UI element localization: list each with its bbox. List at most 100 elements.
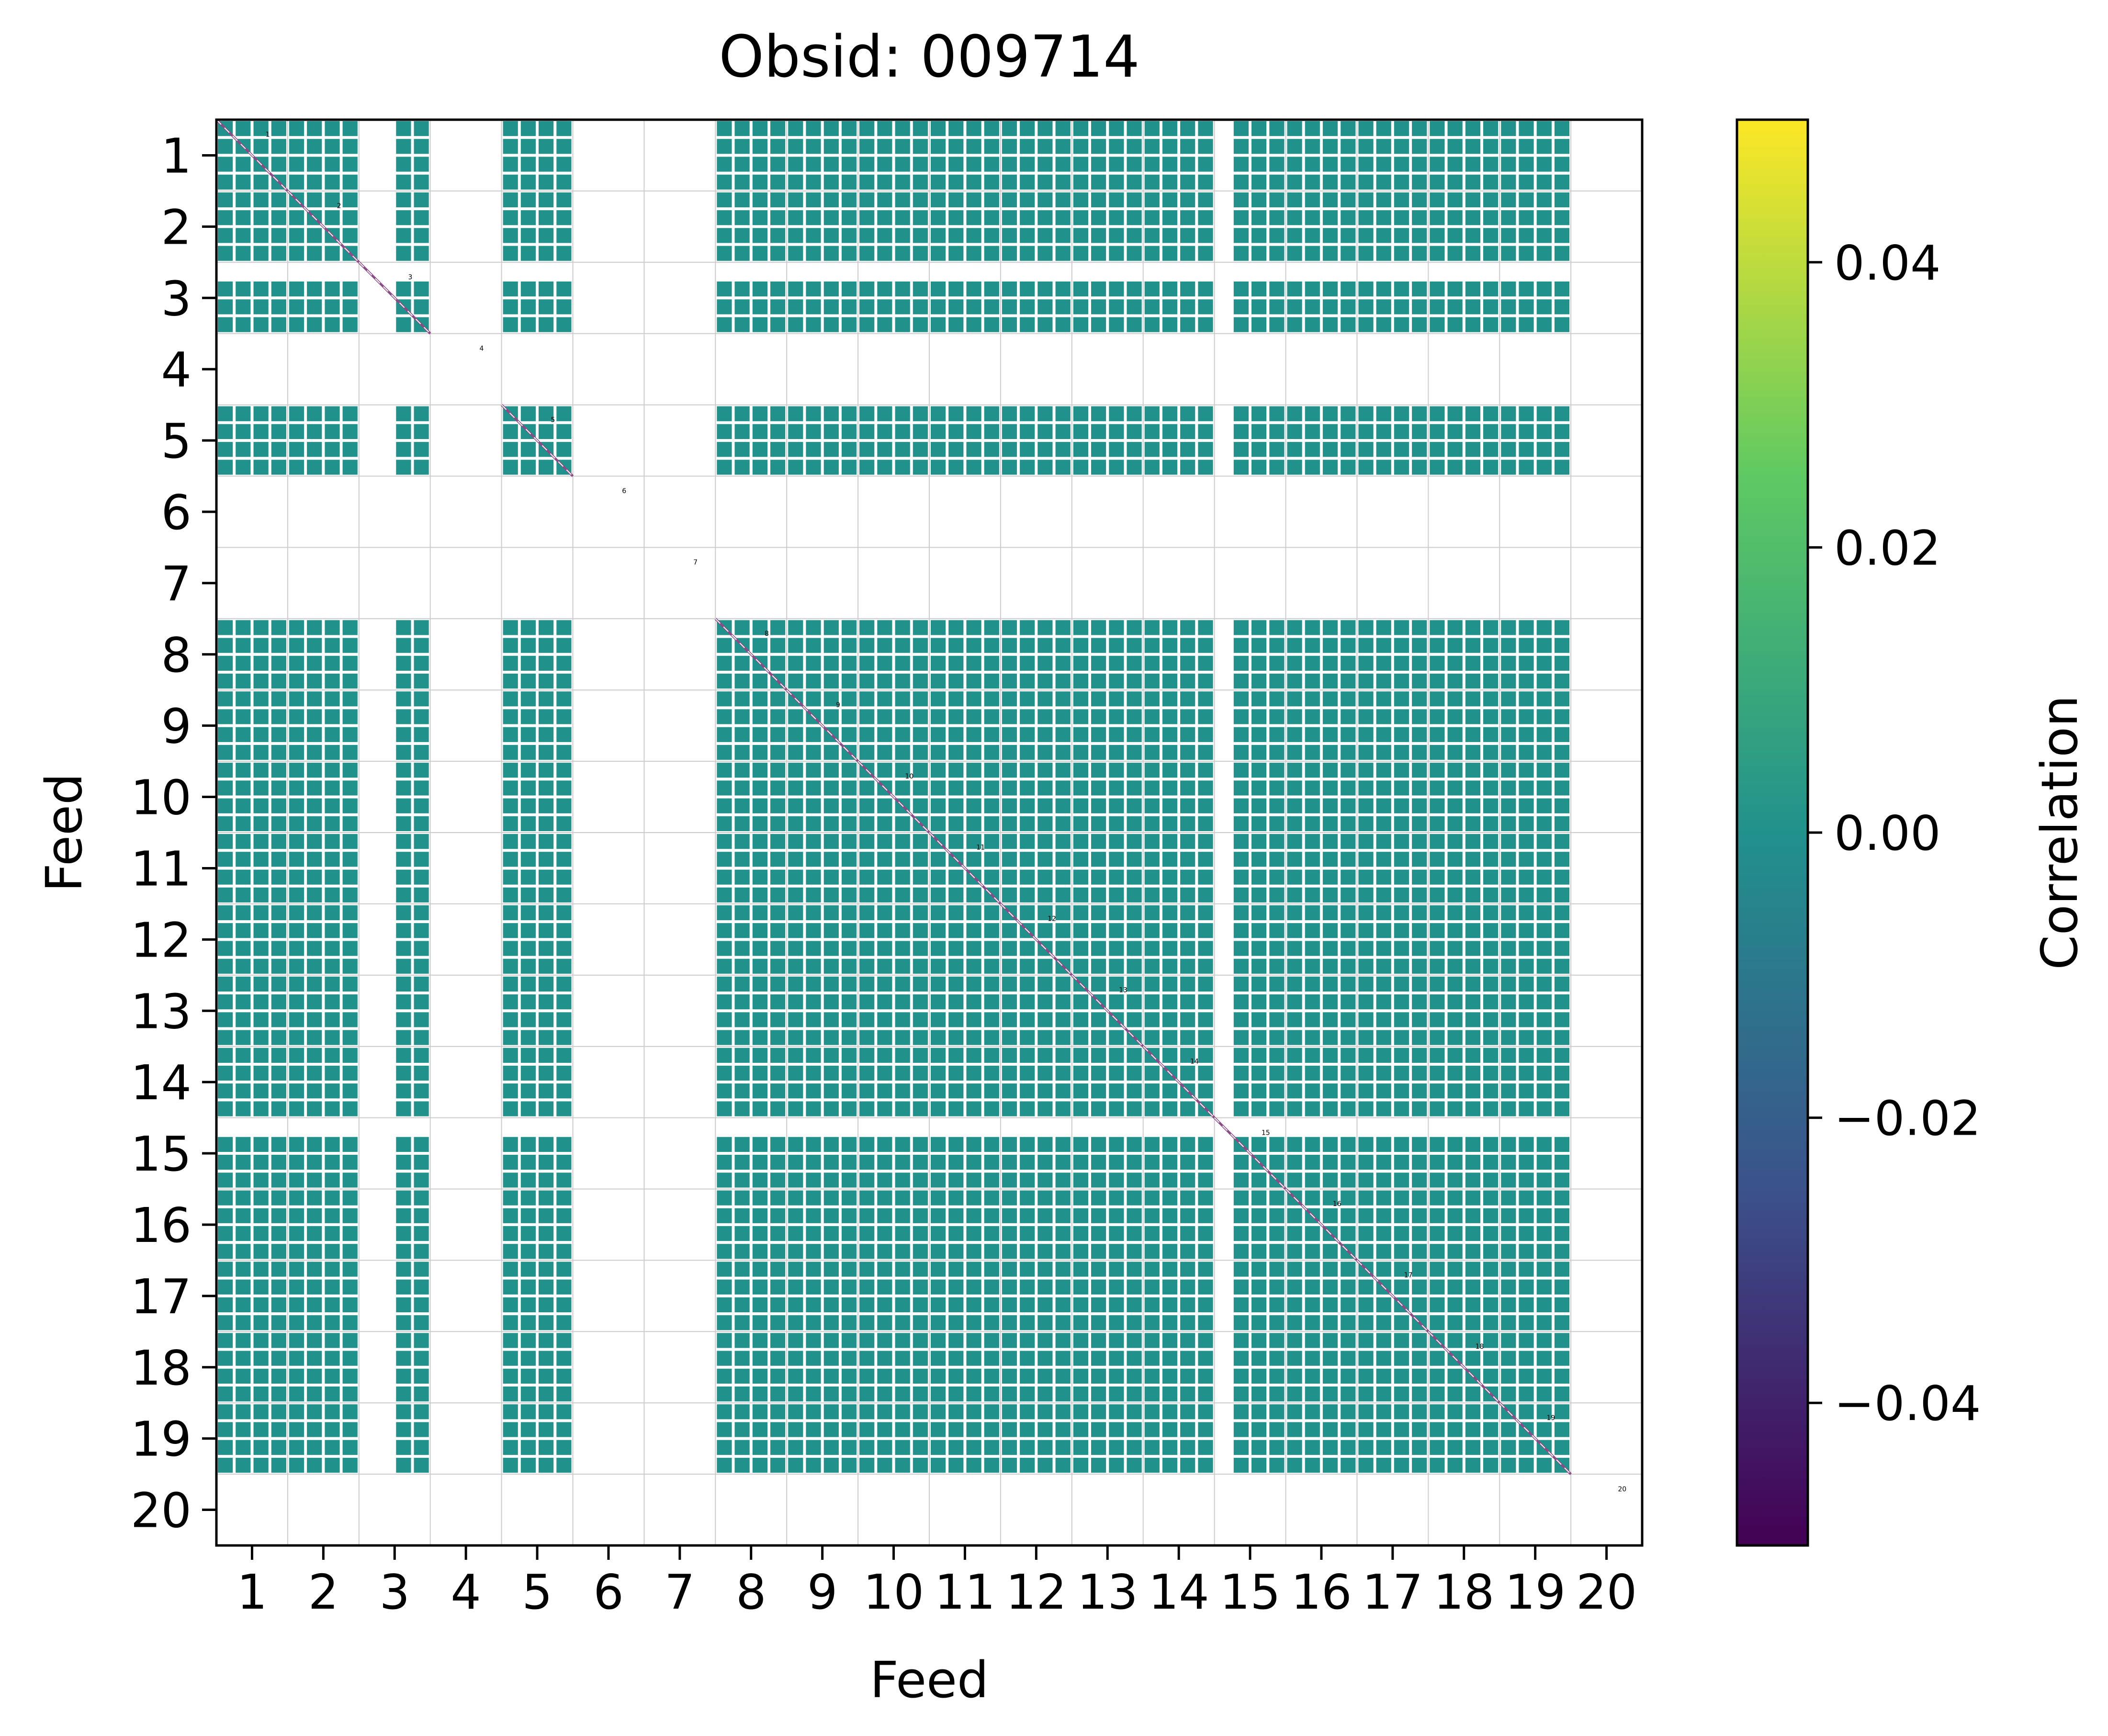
heatmap-cell (1055, 1368, 1071, 1384)
heatmap-cell (1447, 869, 1463, 885)
heatmap-cell (1251, 941, 1267, 956)
heatmap-cell (717, 1404, 732, 1420)
heatmap-cell (289, 1333, 304, 1348)
heatmap-cell (1055, 210, 1071, 225)
heatmap-cell (1037, 958, 1053, 974)
heatmap-cell (717, 1226, 732, 1241)
heatmap-cell (1412, 1457, 1427, 1473)
heatmap-cell (895, 1048, 910, 1063)
heatmap-cell (1430, 1137, 1445, 1152)
heatmap-cell (1483, 923, 1499, 938)
heatmap-cell (414, 174, 429, 190)
heatmap-cell (1341, 174, 1356, 190)
heatmap-cell (1501, 1297, 1516, 1312)
heatmap-cell (877, 1101, 892, 1116)
heatmap-cell (913, 1315, 928, 1330)
heatmap-cell (218, 905, 233, 921)
heatmap-cell (734, 174, 750, 190)
heatmap-cell (1519, 994, 1534, 1010)
heatmap-cell (556, 1190, 572, 1206)
heatmap-cell (307, 958, 322, 974)
heatmap-cell (539, 1208, 554, 1223)
heatmap-cell (1198, 744, 1213, 760)
heatmap-cell (1127, 1422, 1142, 1437)
heatmap-cell (984, 655, 999, 671)
heatmap-cell (823, 1351, 839, 1366)
heatmap-cell (289, 1440, 304, 1455)
heatmap-cell (1020, 763, 1035, 778)
heatmap-cell (1198, 727, 1213, 742)
y-tick-label: 15 (131, 1126, 192, 1182)
heatmap-cell (984, 192, 999, 208)
heatmap-cell (1020, 1387, 1035, 1402)
heatmap-cell (931, 1190, 946, 1206)
heatmap-cell (1430, 1065, 1445, 1081)
heatmap-cell (289, 442, 304, 457)
heatmap-cell (1198, 192, 1213, 208)
heatmap-cell (948, 442, 964, 457)
diagonal-segment-highlight (216, 119, 288, 192)
colorbar-tick-label: 0.00 (1834, 805, 1941, 861)
heatmap-cell (307, 1333, 322, 1348)
heatmap-cell (1483, 1297, 1499, 1312)
heatmap-cell (877, 1422, 892, 1437)
heatmap-cell (1447, 976, 1463, 992)
heatmap-cell (1037, 1244, 1053, 1259)
heatmap-cell (325, 1190, 340, 1206)
heatmap-cell (788, 887, 803, 902)
heatmap-cell (307, 1030, 322, 1045)
heatmap-cell (1055, 299, 1071, 315)
heatmap-cell (539, 1404, 554, 1420)
heatmap-cell (1020, 798, 1035, 813)
heatmap-cell (414, 744, 429, 760)
heatmap-cell (1037, 905, 1053, 921)
heatmap-cell (1447, 709, 1463, 724)
heatmap-cell (325, 424, 340, 439)
heatmap-cell (931, 744, 946, 760)
heatmap-cell (1055, 923, 1071, 938)
heatmap-cell (218, 317, 233, 332)
heatmap-cell (1412, 1440, 1427, 1455)
heatmap-cell (770, 1155, 786, 1170)
heatmap-cell (1322, 1030, 1338, 1045)
heatmap-cell (289, 1351, 304, 1366)
heatmap-cell (1269, 157, 1285, 172)
heatmap-cell (717, 299, 732, 315)
heatmap-cell (913, 1297, 928, 1312)
heatmap-cell (307, 638, 322, 653)
heatmap-cell (1447, 1333, 1463, 1348)
heatmap-cell (841, 1048, 857, 1063)
heatmap-cell (1322, 1137, 1338, 1152)
heatmap-cell (1233, 1083, 1249, 1099)
heatmap-cell (966, 887, 981, 902)
heatmap-cell (1519, 228, 1534, 243)
heatmap-cell (1269, 1030, 1285, 1045)
heatmap-cell (289, 887, 304, 902)
heatmap-cell (752, 852, 767, 867)
heatmap-cell (396, 1457, 411, 1473)
heatmap-cell (218, 157, 233, 172)
diagonal-feed-label: 12 (1048, 915, 1056, 923)
heatmap-cell (253, 1262, 269, 1277)
heatmap-cell (414, 1422, 429, 1437)
heatmap-cell (895, 1262, 910, 1277)
heatmap-cell (1554, 460, 1570, 475)
heatmap-cell (1501, 1387, 1516, 1402)
heatmap-cell (1430, 638, 1445, 653)
heatmap-cell (1519, 1226, 1534, 1241)
heatmap-cell (1501, 157, 1516, 172)
heatmap-cell (1162, 1387, 1178, 1402)
heatmap-cell (877, 442, 892, 457)
heatmap-cell (1322, 1083, 1338, 1099)
heatmap-cell (289, 317, 304, 332)
heatmap-cell (342, 406, 358, 421)
heatmap-cell (1127, 1315, 1142, 1330)
heatmap-cell (1162, 121, 1178, 136)
heatmap-cell (1091, 727, 1106, 742)
heatmap-cell (841, 994, 857, 1010)
diagonal-feed-label: 18 (1476, 1343, 1484, 1351)
heatmap-cell (414, 887, 429, 902)
heatmap-cell (342, 1048, 358, 1063)
heatmap-cell (1269, 1440, 1285, 1455)
heatmap-cell (1127, 1262, 1142, 1277)
